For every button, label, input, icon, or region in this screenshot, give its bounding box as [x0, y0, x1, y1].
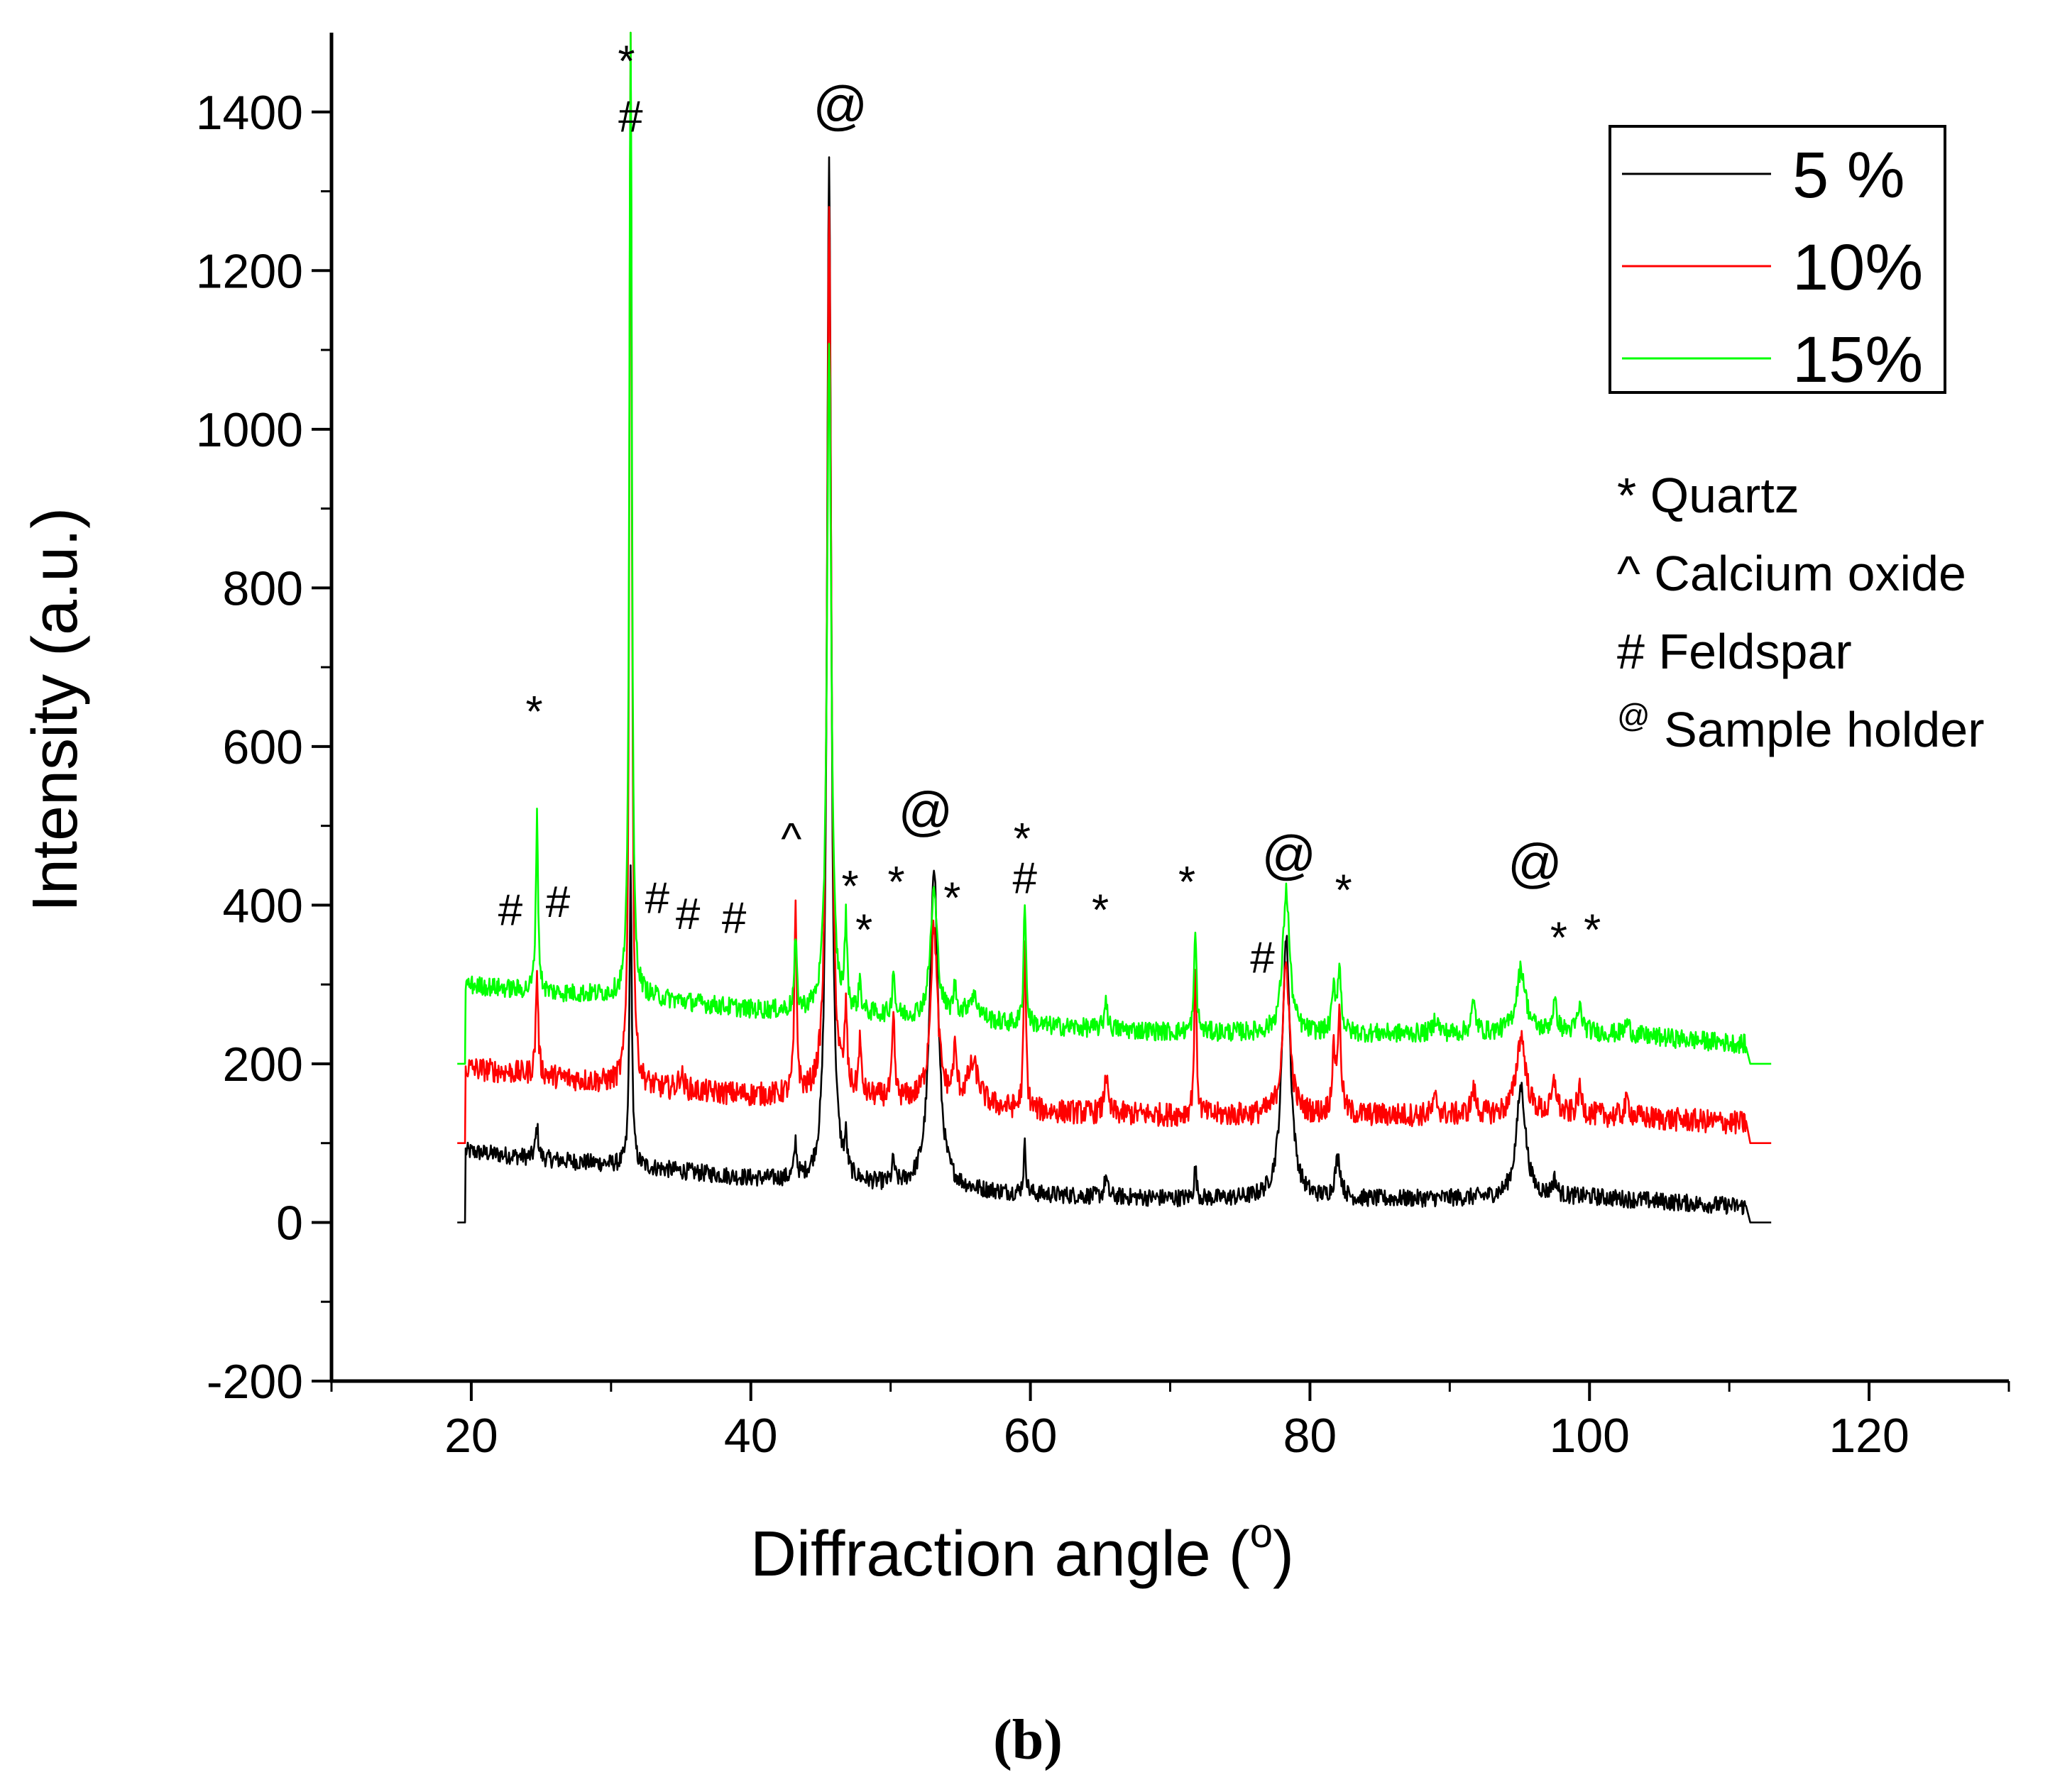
x-tick-label: 120	[1829, 1409, 1909, 1463]
legend-label-3: 15%	[1792, 324, 1923, 396]
legend-label-1: 5 %	[1792, 139, 1905, 211]
peak-label: *	[1335, 866, 1352, 915]
peak-label: *	[943, 874, 960, 923]
peak-label: #	[1012, 854, 1037, 903]
y-tick-label: 600	[223, 720, 303, 774]
peak-label: *	[618, 37, 635, 86]
peak-label: #	[546, 878, 571, 927]
peak-label: ^	[781, 815, 801, 864]
phase-key-symbol: ^	[1617, 546, 1640, 601]
phase-key-item: * Quartz	[1617, 468, 1799, 523]
peak-label: *	[525, 688, 542, 737]
peak-label: *	[887, 858, 904, 907]
phase-key-symbol: *	[1617, 468, 1636, 523]
y-tick-label: 1000	[196, 403, 303, 457]
peak-annotations: *# #*## # #^@***@**#** @#* @* *	[498, 37, 1601, 982]
peak-label: #	[722, 894, 747, 943]
peak-label: @	[1508, 833, 1562, 894]
phase-key-label: Sample holder	[1650, 702, 1985, 757]
y-tick-label: 400	[223, 879, 303, 933]
peak-label: *	[1092, 886, 1109, 935]
y-axis-title: Intensity (a.u.)	[20, 507, 91, 912]
x-tick-label: 40	[724, 1409, 778, 1463]
y-tick-label: 800	[223, 561, 303, 615]
y-tick-label: 1200	[196, 244, 303, 298]
figure-caption: (b)	[993, 1709, 1063, 1771]
phase-key-item: # Feldspar	[1617, 624, 1852, 679]
phase-key: * Quartz ^ Calcium oxide # Feldspar @ Sampl…	[1617, 468, 1985, 757]
peak-label: #	[1250, 933, 1275, 982]
y-tick-label: 1400	[196, 86, 303, 140]
y-tick-label: 200	[223, 1038, 303, 1092]
peak-label: #	[498, 886, 523, 935]
series-layer	[457, 31, 1772, 1224]
series-line-1	[457, 156, 1772, 1224]
phase-key-symbol: @	[1617, 697, 1650, 734]
series-line-2	[457, 31, 1772, 1144]
x-tick-label: 80	[1283, 1409, 1337, 1463]
peak-label: *	[1584, 906, 1601, 955]
peak-label: #	[676, 890, 701, 939]
legend-label-2: 10%	[1792, 231, 1923, 304]
peak-label: #	[618, 93, 643, 142]
peak-label: *	[841, 862, 858, 911]
x-tick-label: 100	[1550, 1409, 1630, 1463]
peak-label: *	[1550, 913, 1567, 962]
peak-label: @	[813, 76, 867, 136]
phase-key-item: @ Sample holder	[1617, 697, 1985, 757]
series-line-3	[457, 31, 1772, 1065]
phase-key-label: Feldspar	[1645, 624, 1852, 679]
x-axis-title-close: )	[1273, 1519, 1294, 1590]
phase-key-label: Quartz	[1636, 468, 1799, 523]
phase-key-label: Calcium oxide	[1640, 546, 1966, 601]
peak-label: *	[1014, 815, 1031, 864]
legend-box	[1609, 125, 1946, 394]
x-tick-label: 60	[1004, 1409, 1058, 1463]
x-axis-title: Diffraction angle (o)	[750, 1510, 1294, 1590]
peak-label: *	[855, 906, 872, 955]
phase-key-symbol: #	[1617, 624, 1645, 679]
x-axis-title-main: Diffraction angle (	[750, 1519, 1250, 1590]
peak-label: #	[645, 874, 670, 923]
peak-label: @	[1261, 825, 1316, 886]
peak-label: @	[898, 781, 953, 842]
x-axis-title-degree: o	[1250, 1510, 1273, 1556]
y-tick-label: 0	[276, 1196, 303, 1250]
x-tick-label: 20	[444, 1409, 498, 1463]
y-tick-label: -200	[207, 1355, 303, 1409]
legend: 5 % 10% 15%	[1609, 125, 1946, 396]
phase-key-item: ^ Calcium oxide	[1617, 546, 1966, 601]
peak-label: *	[1178, 858, 1195, 907]
